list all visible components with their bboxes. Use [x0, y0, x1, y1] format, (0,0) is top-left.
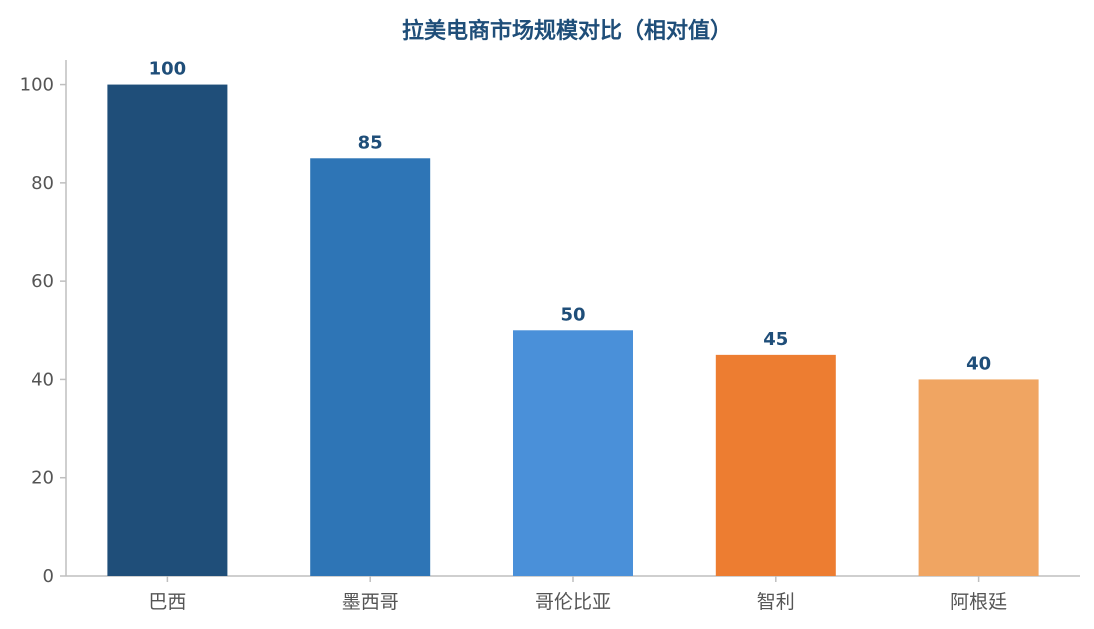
y-tick-label: 40	[31, 369, 54, 390]
data-label: 85	[358, 132, 383, 153]
bar	[715, 354, 836, 576]
data-label: 45	[763, 329, 788, 350]
data-label: 40	[966, 353, 991, 374]
x-tick-label: 墨西哥	[342, 591, 399, 613]
bar	[918, 379, 1039, 576]
value-labels: 100 85 50 45 40	[149, 59, 992, 375]
bar	[107, 84, 228, 577]
bar	[513, 330, 633, 576]
data-label: 100	[149, 59, 187, 80]
bar	[310, 158, 431, 577]
y-tick-label: 0	[43, 566, 54, 587]
bars	[107, 84, 1039, 577]
data-label: 50	[560, 304, 585, 325]
x-tick-label: 巴西	[148, 591, 186, 613]
x-tick-label: 智利	[757, 591, 795, 613]
y-tick-label: 60	[31, 271, 54, 292]
y-tick-label: 20	[31, 468, 54, 489]
y-tick-label: 100	[20, 75, 54, 96]
x-axis: 巴西 墨西哥 哥伦比亚 智利 阿根廷	[66, 575, 1080, 613]
x-tick-label: 阿根廷	[950, 591, 1007, 613]
chart-title: 拉美电商市场规模对比（相对值）	[402, 18, 732, 44]
y-tick-label: 80	[31, 173, 54, 194]
x-tick-label: 哥伦比亚	[535, 591, 611, 613]
y-axis: 0 20 40 60 80 100	[20, 60, 67, 587]
